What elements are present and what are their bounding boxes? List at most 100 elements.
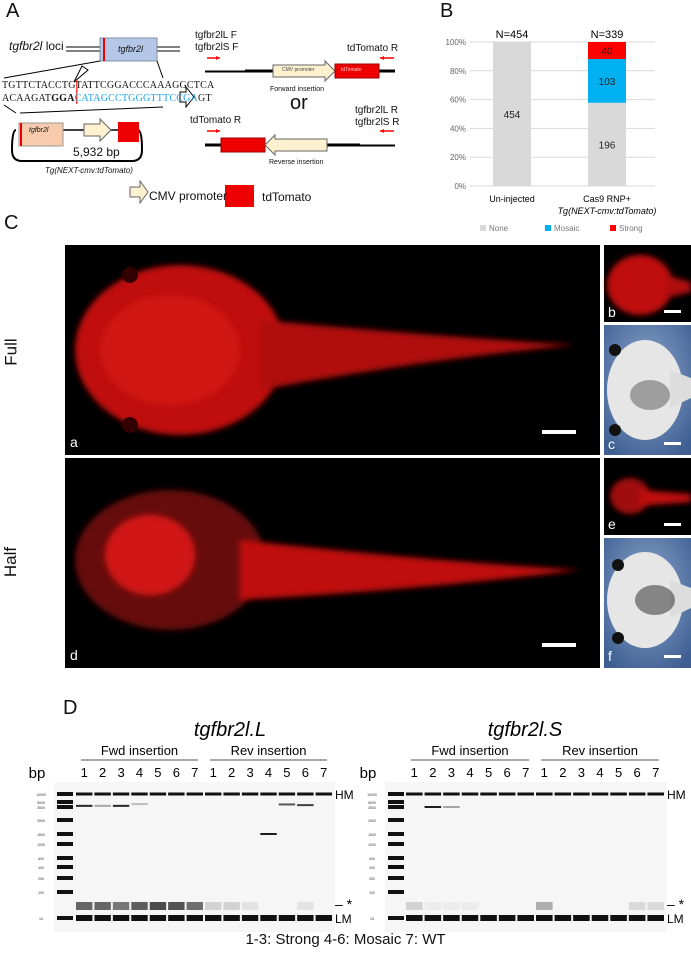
artifact-band bbox=[443, 902, 460, 910]
image-label-f: f bbox=[608, 648, 612, 664]
lane-number: 7 bbox=[522, 765, 529, 780]
lane-number: 4 bbox=[265, 765, 272, 780]
lane-number: 6 bbox=[173, 765, 180, 780]
lm-band bbox=[260, 915, 277, 921]
lm-band bbox=[536, 915, 553, 921]
artifact-band bbox=[205, 902, 222, 910]
hm-band bbox=[94, 792, 111, 796]
seq-part: GT bbox=[197, 93, 212, 104]
ladder-band bbox=[57, 916, 73, 920]
ladder-band bbox=[388, 818, 404, 822]
fwd-promoter-arrow bbox=[272, 59, 336, 83]
hm-band bbox=[186, 792, 203, 796]
fwd-tomato-label: tdTomato bbox=[341, 67, 362, 73]
legend-promoter-icon bbox=[129, 179, 149, 205]
artifact-band bbox=[112, 902, 130, 910]
legend-label: Mosaic bbox=[554, 224, 579, 233]
ladder-band bbox=[57, 800, 73, 804]
y-tick-label: 0% bbox=[454, 182, 466, 191]
gel-title: tgfbr2l.L bbox=[194, 720, 266, 741]
group-label: Fwd insertion bbox=[101, 743, 178, 758]
ladder-band bbox=[57, 890, 73, 894]
panel-a-diagram bbox=[3, 37, 395, 207]
artifact-band bbox=[461, 902, 479, 910]
ladder-band bbox=[388, 890, 404, 894]
insertion-band bbox=[112, 804, 130, 807]
plasmid-name: Tg(NEXT-cmv:tdTomato) bbox=[45, 166, 133, 175]
ladder-size-label: 15 bbox=[370, 917, 374, 921]
scale-bar bbox=[664, 655, 681, 658]
ladder-size-label: 3500 bbox=[37, 806, 45, 810]
lane-number: 1 bbox=[411, 765, 418, 780]
loci-label: tgfbr2l loci bbox=[9, 39, 64, 53]
insertion-band bbox=[131, 803, 148, 806]
ladder-size-label: 1000 bbox=[37, 843, 45, 847]
ladder-size-label: 250 bbox=[369, 877, 375, 881]
loci-suffix: loci bbox=[42, 39, 64, 53]
ladder-band bbox=[57, 792, 73, 796]
ladder-band bbox=[388, 832, 404, 836]
artifact-band bbox=[223, 902, 240, 910]
total-label: N=454 bbox=[496, 29, 529, 41]
lane-number: 1 bbox=[541, 765, 548, 780]
lane-number: 3 bbox=[246, 765, 253, 780]
total-label: N=339 bbox=[591, 29, 624, 41]
artifact-band bbox=[94, 902, 111, 910]
primer-label: tgfbr2lL F bbox=[195, 30, 237, 41]
tdtomato-box bbox=[118, 122, 139, 142]
ladder-band bbox=[388, 865, 404, 869]
bar-chart: 0% 20% 40% 60% 80% 100% 454 N=454 Un-injected 196… bbox=[446, 29, 657, 233]
lm-band bbox=[94, 915, 111, 921]
ladder-size-label: 100 bbox=[369, 891, 375, 895]
hm-band bbox=[131, 792, 148, 796]
asterisk-marker: – * bbox=[667, 896, 685, 912]
ladder-size-label: 10000 bbox=[36, 793, 46, 797]
primer-label: tgfbr2lS F bbox=[195, 42, 239, 53]
lane-number: 1 bbox=[81, 765, 88, 780]
ladder-size-label: 400 bbox=[38, 866, 44, 870]
lane-number: 6 bbox=[504, 765, 511, 780]
lane-number: 7 bbox=[652, 765, 659, 780]
lm-band bbox=[76, 915, 93, 921]
lane-number: 2 bbox=[228, 765, 235, 780]
hm-band bbox=[278, 792, 296, 796]
lane-number: 6 bbox=[302, 765, 309, 780]
artifact-band bbox=[536, 902, 553, 910]
lm-band bbox=[241, 915, 259, 921]
lm-band bbox=[315, 915, 332, 921]
y-tick-label: 40% bbox=[450, 124, 466, 133]
ladder-size-label: 600 bbox=[38, 857, 44, 861]
lm-band bbox=[278, 915, 296, 921]
primer-arrow-icon bbox=[380, 129, 384, 133]
scale-bar bbox=[542, 430, 576, 434]
sequence-top: TGTTCTACCTGTATTCGGACCCAAAGGCTCA bbox=[2, 80, 215, 91]
lm-band bbox=[591, 915, 609, 921]
lm-band bbox=[149, 915, 167, 921]
lm-band bbox=[297, 915, 314, 921]
scale-bar bbox=[664, 442, 681, 445]
artifact-band bbox=[424, 902, 442, 910]
ladder-band bbox=[388, 800, 404, 804]
panel-label-c: C bbox=[4, 212, 19, 234]
lane-number: 2 bbox=[99, 765, 106, 780]
lm-band bbox=[461, 915, 479, 921]
hm-band bbox=[461, 792, 479, 796]
bp-label: bp bbox=[29, 765, 46, 782]
artifact-band bbox=[76, 902, 93, 910]
insertion-band bbox=[297, 804, 314, 807]
image-label-c: c bbox=[608, 436, 615, 452]
panel-label-a: A bbox=[6, 0, 20, 22]
legend-tomato-swatch bbox=[225, 185, 254, 207]
reverse-insertion-construct bbox=[205, 129, 395, 157]
insertion-band bbox=[94, 804, 111, 807]
ladder-size-label: 5000 bbox=[37, 801, 45, 805]
artifact-band bbox=[628, 902, 646, 910]
ladder-size-label: 1000 bbox=[368, 843, 376, 847]
legend-label: None bbox=[489, 224, 509, 233]
lm-label: LM bbox=[667, 912, 684, 926]
zoom-line bbox=[3, 104, 17, 114]
lane-number: 1 bbox=[210, 765, 217, 780]
plasmid-gene-box bbox=[18, 122, 64, 147]
